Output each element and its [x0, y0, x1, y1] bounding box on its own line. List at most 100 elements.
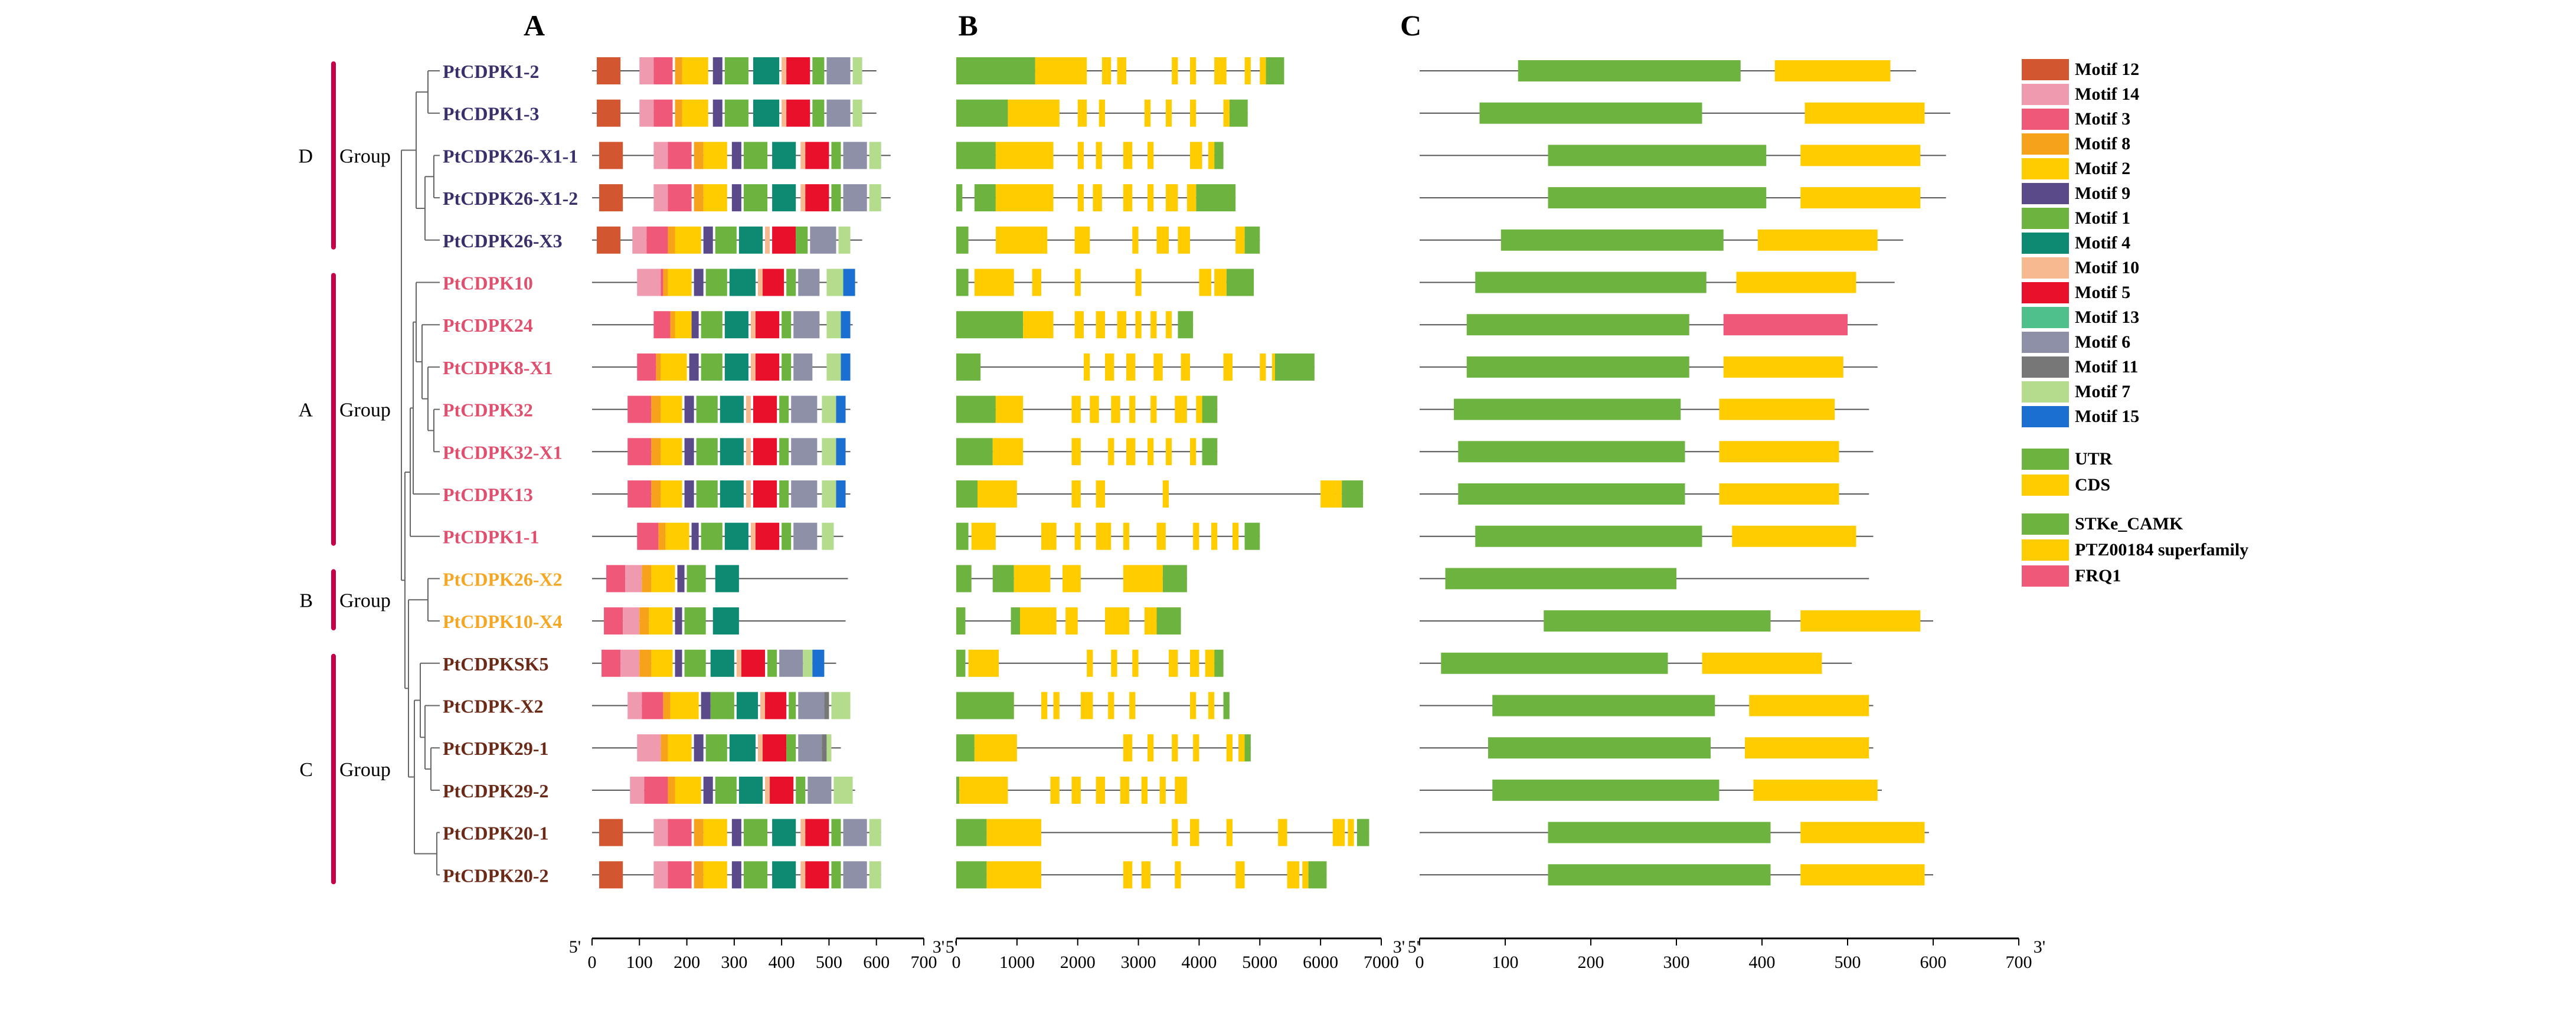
- domain-box-ptz: [1749, 695, 1869, 716]
- utr-segment: [956, 649, 966, 677]
- cds-segment: [978, 480, 1017, 508]
- motif-box-motif-14: [620, 649, 640, 677]
- axis-tick-label: 1000: [999, 953, 1035, 972]
- motif-box-motif-5: [770, 776, 794, 804]
- motif-box-motif-6: [791, 438, 818, 466]
- group-letter: D: [298, 145, 313, 167]
- cds-segment: [1123, 734, 1133, 762]
- legend-label: STKe_CAMK: [2075, 514, 2183, 534]
- motif-box-motif-9: [675, 649, 682, 677]
- domain-box-ptz: [1800, 187, 1921, 209]
- motif-box-motif-9: [691, 522, 699, 550]
- motif-box-motif-15: [843, 269, 855, 296]
- motif-box-motif-2: [670, 692, 699, 719]
- cds-segment: [1141, 861, 1151, 889]
- cds-segment: [1208, 692, 1215, 719]
- cds-segment: [1190, 142, 1202, 169]
- motif-box-motif-14: [653, 142, 668, 169]
- motif-box-motif-1: [701, 311, 723, 339]
- motif-box-motif-7: [826, 269, 844, 296]
- motif-box-motif-9: [712, 57, 723, 84]
- motif-box-motif-1: [743, 142, 768, 169]
- motif-box-motif-4: [724, 353, 748, 381]
- motif-box-motif-6: [843, 819, 867, 846]
- utr-segment: [1342, 480, 1364, 508]
- motif-box-motif-1: [743, 819, 768, 846]
- domain-box-stke-camk: [1492, 779, 1719, 801]
- cds-segment: [1348, 819, 1354, 846]
- domain-box-ptz: [1757, 229, 1878, 251]
- legend-label: PTZ00184 superfamily: [2075, 540, 2248, 560]
- cds-segment: [1050, 776, 1060, 804]
- axis-tick-label: 300: [721, 953, 747, 972]
- cds-segment: [1238, 734, 1245, 762]
- axis-tick-label: 6000: [1303, 953, 1338, 972]
- cds-segment: [1126, 353, 1136, 381]
- motif-box-motif-6: [793, 522, 818, 550]
- cds-segment: [1129, 692, 1136, 719]
- axis-tick-label: 3000: [1121, 953, 1156, 972]
- motif-box-motif-8: [651, 438, 661, 466]
- motif-box-motif-14: [653, 861, 668, 889]
- utr-segment: [1308, 861, 1327, 889]
- cds-segment: [1074, 311, 1084, 339]
- motif-box-motif-5: [753, 395, 777, 423]
- motif-box-motif-3: [668, 861, 692, 889]
- axis-tick-label: 5000: [1242, 953, 1277, 972]
- motif-box-motif-6: [791, 480, 818, 508]
- motif-box-motif-6: [779, 649, 803, 677]
- utr-segment: [1244, 522, 1260, 550]
- motif-box-motif-7: [826, 734, 832, 762]
- cds-segment: [1196, 395, 1202, 423]
- cds-segment: [1260, 57, 1266, 84]
- motif-box-motif-6: [798, 734, 822, 762]
- cds-segment: [1074, 522, 1081, 550]
- motif-box-motif-14: [623, 607, 640, 635]
- cds-segment: [1208, 142, 1215, 169]
- motif-box-motif-6: [791, 395, 818, 423]
- domain-box-stke-camk: [1475, 271, 1707, 293]
- motif-box-motif-7: [803, 649, 813, 677]
- cds-segment: [1135, 311, 1142, 339]
- motif-box-motif-14: [653, 819, 668, 846]
- motif-box-motif-2: [682, 57, 708, 84]
- gene-name-label: PtCDPK26-X1-2: [443, 188, 578, 209]
- motif-box-motif-7: [833, 776, 853, 804]
- motif-box-motif-1: [696, 438, 718, 466]
- utr-segment: [956, 734, 975, 762]
- legend-swatch-motif-8: [2022, 133, 2069, 155]
- motif-box-motif-7: [826, 311, 841, 339]
- domain-box-stke-camk: [1458, 441, 1685, 463]
- motif-box-motif-7: [826, 353, 841, 381]
- cds-segment: [1190, 692, 1197, 719]
- cds-segment: [1077, 142, 1084, 169]
- motif-box-motif-3: [642, 692, 663, 719]
- cds-segment: [1135, 269, 1142, 296]
- motif-box-motif-6: [798, 692, 825, 719]
- utr-segment: [956, 565, 972, 593]
- motif-box-motif-2: [675, 226, 701, 254]
- motif-box-motif-2: [668, 734, 692, 762]
- domain-box-stke-camk: [1548, 822, 1771, 843]
- cds-segment: [1144, 99, 1151, 127]
- motif-box-motif-9: [703, 776, 713, 804]
- axis-tick-label: 500: [1835, 953, 1861, 972]
- gene-name-label: PtCDPK29-1: [443, 738, 549, 759]
- cds-segment: [1148, 184, 1154, 212]
- cds-segment: [992, 438, 1024, 466]
- motif-box-motif-6: [808, 776, 832, 804]
- domain-box-ptz: [1800, 864, 1925, 886]
- motif-box-motif-8: [675, 99, 682, 127]
- cds-segment: [968, 649, 999, 677]
- utr-segment: [956, 607, 966, 635]
- axis-tick-label: 0: [952, 953, 961, 972]
- motif-box-motif-14: [639, 57, 654, 84]
- motif-box-motif-2: [661, 438, 682, 466]
- motif-box-motif-1: [831, 184, 841, 212]
- motif-box-motif-6: [793, 311, 820, 339]
- cds-segment: [1153, 353, 1163, 381]
- cds-segment: [1065, 607, 1078, 635]
- motif-box-motif-2: [682, 99, 708, 127]
- domain-box-stke-camk: [1488, 737, 1711, 759]
